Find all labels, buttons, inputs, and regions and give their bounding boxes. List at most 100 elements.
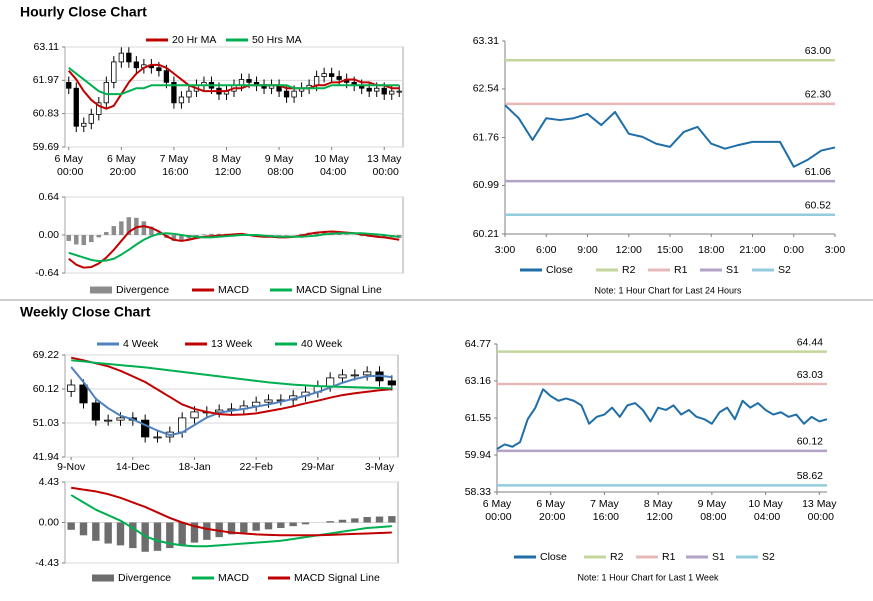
candle-body [283, 90, 290, 98]
divergence-bar [178, 522, 186, 546]
candle-body [313, 76, 320, 86]
x-tick-label-line: 13 May [367, 153, 402, 165]
candle-body [66, 81, 72, 89]
x-tick-label-line: 8 May [212, 153, 241, 165]
divergence-bar [149, 226, 154, 235]
x-tick-label: 14-Dec [116, 461, 150, 473]
y-tick-label: 64.77 [465, 338, 491, 350]
x-tick-label: 13 May 00:00 [367, 153, 402, 178]
level-label: 60.12 [797, 436, 823, 448]
x-tick-label: 6:00 [536, 244, 557, 256]
divergence-bar [338, 519, 347, 523]
x-tick-label: 18:00 [698, 244, 724, 256]
series-line [71, 486, 392, 537]
candle-body [186, 90, 192, 98]
x-tick-label: 8 May 12:00 [212, 153, 242, 178]
y-tick-label: 0.00 [39, 229, 60, 241]
divergence-bar [129, 522, 137, 549]
x-tick-label-line: 9 May [698, 498, 727, 510]
legend-label: R1 [674, 264, 688, 276]
x-tick-label: 18-Jan [178, 461, 210, 473]
x-tick-label: 10 May 04:00 [748, 498, 783, 523]
candle-body [366, 87, 372, 92]
y-tick-label: 60.99 [473, 179, 499, 191]
level-label: 64.44 [797, 336, 823, 348]
x-tick-label: 12:00 [616, 244, 642, 256]
y-tick-label: 60.83 [33, 107, 59, 119]
legend-label: MACD Signal Line [296, 284, 382, 296]
x-tick-label-line: 04:00 [751, 511, 780, 523]
x-tick-label: 3-May [365, 461, 395, 473]
legend-label: Divergence [116, 284, 169, 296]
candle-body [336, 76, 342, 80]
legend-label: R2 [622, 264, 636, 276]
x-tick-label: 9 May 08:00 [697, 498, 727, 523]
x-tick-label-line: 20:00 [536, 511, 565, 523]
candle-body [133, 61, 140, 69]
y-tick-label: 61.76 [473, 131, 499, 143]
y-tick-label: 0.64 [39, 191, 60, 203]
x-tick-label: 3:00 [825, 244, 846, 256]
divergence-bar [153, 522, 162, 551]
series-line [68, 232, 400, 263]
x-tick-label: 9 May 08:00 [264, 153, 294, 178]
y-tick-label: 60.21 [473, 228, 499, 240]
divergence-bar [116, 522, 125, 546]
divergence-bar [79, 522, 88, 536]
x-tick-label-line: 00:00 [54, 166, 83, 178]
candle-body [190, 411, 199, 419]
x-tick-label-line: 6 May [483, 498, 512, 510]
divergence-bar [359, 235, 364, 237]
candle-body [91, 402, 100, 421]
candle-body [246, 79, 252, 83]
divergence-bar [216, 233, 222, 235]
x-tick-label-line: 12:00 [212, 166, 241, 178]
x-tick-label: 0:00 [784, 244, 805, 256]
candle-body [156, 67, 162, 72]
x-tick-label: 10 May 04:00 [314, 153, 349, 178]
candle-body [79, 384, 88, 404]
legend-label: S2 [762, 551, 775, 563]
x-tick-label: 6 May 20:00 [107, 153, 137, 178]
x-tick-label-line: 10 May [314, 153, 349, 165]
divergence-bar [381, 235, 387, 238]
level-label: 62.30 [805, 89, 831, 101]
candle-body [163, 70, 170, 83]
x-tick-label-line: 13 May [802, 498, 837, 510]
divergence-bar [351, 518, 359, 523]
candle-body [381, 87, 387, 95]
x-tick-label: 21:00 [739, 244, 765, 256]
divergence-bar [375, 516, 384, 523]
legend-label: S1 [712, 551, 725, 563]
divergence-bar [289, 522, 297, 527]
candle-body [153, 436, 162, 439]
legend-label: R2 [610, 551, 624, 563]
legend-label: Close [546, 264, 573, 276]
legend-label: 50 Hrs MA [252, 34, 302, 46]
divergence-bar [190, 522, 199, 543]
y-tick-label: 59.94 [465, 449, 491, 461]
legend-label: 40 Week [301, 338, 343, 350]
divergence-bar [171, 235, 177, 241]
divergence-bar [67, 522, 75, 530]
divergence-bar [201, 234, 207, 235]
divergence-bar [179, 235, 184, 241]
series-line [70, 494, 392, 548]
y-tick-label: 60.12 [33, 383, 59, 395]
candle-body [291, 90, 297, 98]
y-tick-label: 63.31 [473, 35, 499, 47]
divergence-bar [301, 522, 310, 525]
candle-body [81, 122, 87, 127]
x-tick-label: 29-Mar [301, 461, 335, 473]
divergence-bar [344, 234, 349, 235]
divergence-bar [363, 517, 371, 523]
y-tick-label: 62.54 [473, 83, 499, 95]
candle-body [328, 73, 335, 77]
x-tick-label-line: 20:00 [107, 166, 136, 178]
legend-label: MACD Signal Line [294, 572, 380, 584]
x-tick-label-line: 6 May [107, 153, 136, 165]
divergence-bar [194, 235, 199, 237]
divergence-bar [277, 522, 285, 528]
x-tick-label: 15:00 [657, 244, 683, 256]
candle-body [111, 61, 117, 83]
